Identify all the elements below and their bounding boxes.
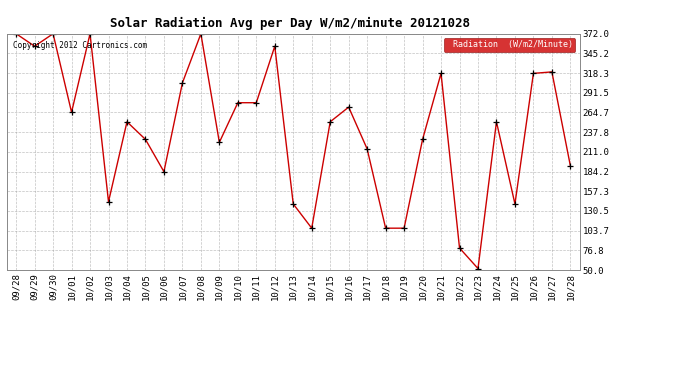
Legend: Radiation  (W/m2/Minute): Radiation (W/m2/Minute) (444, 38, 575, 52)
Text: Copyright 2012 Cartronics.com: Copyright 2012 Cartronics.com (12, 41, 147, 50)
Text: Solar Radiation Avg per Day W/m2/minute 20121028: Solar Radiation Avg per Day W/m2/minute … (110, 17, 470, 30)
